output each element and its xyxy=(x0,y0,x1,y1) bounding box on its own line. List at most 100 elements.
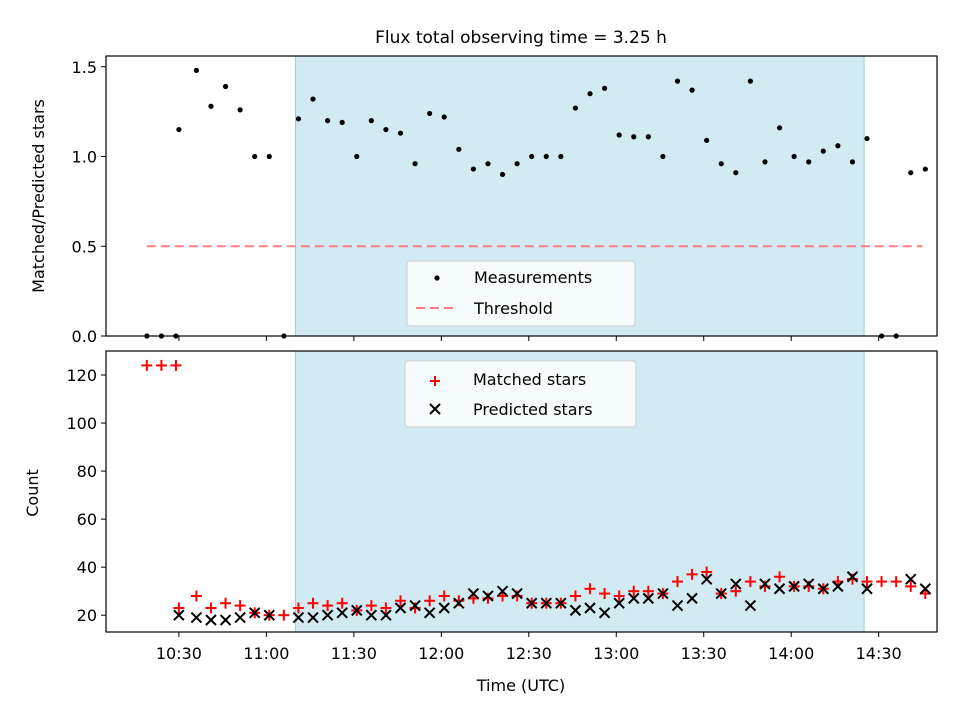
predicted-star-point xyxy=(759,578,771,590)
top-y-tick-label: 0.5 xyxy=(72,237,97,256)
measurement-point xyxy=(499,171,506,178)
top-y-tick-label: 1.5 xyxy=(72,58,97,77)
measurement-point xyxy=(543,153,549,160)
predicted-star-point xyxy=(380,609,392,621)
x-tick-label: 12:00 xyxy=(418,644,464,663)
predicted-star-point xyxy=(453,597,465,609)
predicted-stars-points xyxy=(173,571,932,626)
bottom-legend-box xyxy=(404,360,637,428)
measurement-point xyxy=(383,126,389,133)
legend-threshold-label: Threshold xyxy=(473,299,553,318)
measurement-point xyxy=(747,78,753,84)
predicted-star-point xyxy=(219,614,232,626)
bottom-y-ticks: 20 40 60 80 100 120 xyxy=(66,366,106,625)
top-plot-frame xyxy=(105,55,938,337)
top-legend: Measurements Threshold xyxy=(406,260,636,327)
measurement-point xyxy=(295,116,302,122)
predicted-star-point xyxy=(861,583,873,595)
legend-predicted-marker xyxy=(429,403,441,415)
predicted-star-point xyxy=(351,604,363,617)
matched-star-point xyxy=(322,600,334,612)
predicted-star-point xyxy=(744,599,757,612)
predicted-star-point xyxy=(671,599,684,612)
x-tick-label: 11:30 xyxy=(331,644,377,663)
x-tick-label: 14:30 xyxy=(856,644,902,663)
measurement-point xyxy=(587,91,593,97)
bottom-plot-frame xyxy=(105,350,938,633)
predicted-star-point xyxy=(642,592,655,605)
measurement-point xyxy=(354,153,360,160)
predicted-star-point xyxy=(307,611,319,624)
measurement-point xyxy=(176,126,182,133)
matched-star-point xyxy=(205,602,217,614)
matched-star-point xyxy=(744,576,756,588)
predicted-star-point xyxy=(700,573,713,585)
measurement-point xyxy=(908,170,914,176)
measurement-point xyxy=(310,96,316,102)
predicted-star-point xyxy=(584,602,596,614)
measurement-point xyxy=(572,105,579,111)
predicted-star-point xyxy=(336,607,348,619)
x-tick-label: 14:00 xyxy=(768,644,814,663)
legend-matched-marker xyxy=(430,376,440,386)
bottom-legend: Matched stars Predicted stars xyxy=(404,360,637,428)
legend-matched-label: Matched stars xyxy=(473,370,586,389)
x-tick-label: 12:30 xyxy=(506,644,552,663)
measurement-point xyxy=(485,161,491,167)
top-y-axis-label: Matched/Predicted stars xyxy=(29,99,48,293)
bottom-panel: 20 40 60 80 100 120 10:30 11:00 11:30 12:00 12:30… xyxy=(23,350,938,695)
bottom-y-axis-label: Count xyxy=(23,469,42,517)
measurement-point xyxy=(922,166,928,172)
measurement-point xyxy=(616,132,622,138)
predicted-star-point xyxy=(263,609,275,621)
measurement-point xyxy=(674,78,681,84)
measurement-point xyxy=(470,166,476,172)
bottom-y-tick-label: 120 xyxy=(66,366,97,385)
measurement-point xyxy=(193,67,199,73)
measurement-point xyxy=(456,146,462,152)
measurement-point xyxy=(368,118,374,124)
matched-star-point xyxy=(905,580,917,592)
predicted-star-point xyxy=(190,611,203,624)
x-axis-label: Time (UTC) xyxy=(476,676,565,695)
measurement-point xyxy=(602,85,608,91)
measurement-point xyxy=(222,83,229,90)
measurement-point xyxy=(660,153,666,160)
predicted-star-point xyxy=(511,587,523,600)
matched-star-point xyxy=(394,595,406,607)
measurement-point xyxy=(704,137,710,143)
matched-star-point xyxy=(890,576,902,588)
predicted-star-point xyxy=(248,607,261,619)
x-tick-label: 11:00 xyxy=(243,644,289,663)
measurement-point xyxy=(514,161,520,167)
matched-star-point xyxy=(686,568,698,580)
matched-star-point xyxy=(234,600,246,612)
predicted-star-point xyxy=(525,597,538,609)
measurement-point xyxy=(849,159,856,165)
measurement-point xyxy=(339,119,345,126)
predicted-star-point xyxy=(905,573,917,585)
predicted-star-point xyxy=(686,592,698,605)
top-panel: Flux total observing time = 3.25 h 0.00.… xyxy=(29,28,938,346)
predicted-star-point xyxy=(394,602,407,614)
measurement-point xyxy=(441,114,447,120)
measurement-point xyxy=(791,153,797,160)
matched-star-point xyxy=(141,359,153,371)
matched-star-point xyxy=(190,590,202,602)
predicted-star-point xyxy=(715,587,727,600)
predicted-star-point xyxy=(292,611,305,624)
top-y-tick-label: 1.0 xyxy=(72,148,97,167)
matched-star-point xyxy=(336,597,348,609)
matched-star-point xyxy=(380,602,392,614)
matched-star-point xyxy=(628,585,640,597)
measurement-point xyxy=(631,134,637,140)
bottom-x-ticks: 10:30 11:00 11:30 12:00 12:30 13:00 13:30 14:00… xyxy=(156,632,902,663)
matched-star-point xyxy=(155,359,167,371)
measurement-point xyxy=(835,143,841,149)
measurement-point xyxy=(645,134,651,140)
matched-star-point xyxy=(365,600,377,612)
legend-predicted-label: Predicted stars xyxy=(473,400,593,419)
measurement-point xyxy=(427,110,433,117)
bottom-y-tick-label: 40 xyxy=(77,558,97,577)
